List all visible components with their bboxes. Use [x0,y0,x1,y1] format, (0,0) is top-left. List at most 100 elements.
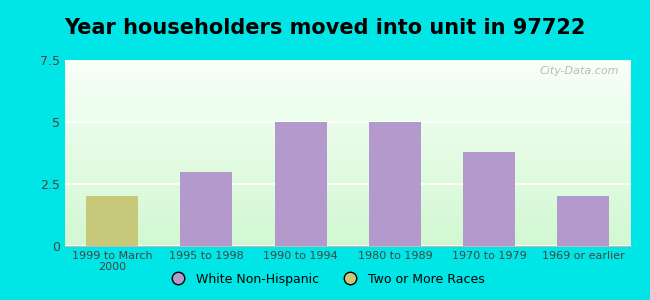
Bar [65,198,630,199]
Bar [65,142,630,143]
Bar [65,84,630,85]
Bar [65,115,630,116]
Bar [65,76,630,77]
Bar [65,106,630,107]
Bar [65,154,630,155]
Bar [65,70,630,71]
Bar [65,146,630,147]
Bar [65,126,630,127]
Bar [65,65,630,66]
Bar [65,230,630,231]
Bar [65,110,630,111]
Bar [65,221,630,222]
Bar [65,211,630,212]
Bar [65,228,630,229]
Bar [65,192,630,193]
Bar [65,96,630,97]
Bar [65,195,630,196]
Bar [65,177,630,178]
Bar [65,155,630,156]
Bar [65,122,630,123]
Bar [65,89,630,90]
Bar [65,178,630,179]
Bar [65,182,630,183]
Bar [65,125,630,126]
Bar [65,148,630,149]
Bar [65,158,630,159]
Bar [65,101,630,102]
Bar [65,139,630,140]
Bar [65,196,630,197]
Bar [65,200,630,201]
Bar [65,171,630,172]
Bar [65,176,630,177]
Bar [65,103,630,104]
Bar [65,208,630,209]
Bar [65,212,630,213]
Bar [65,231,630,232]
Bar [275,122,326,246]
Bar [65,152,630,153]
Bar [65,159,630,160]
Bar [65,162,630,163]
Bar [65,224,630,225]
Bar [65,243,630,244]
Bar [65,113,630,114]
Bar [65,153,630,154]
Bar [65,201,630,202]
Bar [65,223,630,224]
Bar [65,180,630,181]
Bar [65,62,630,63]
Bar [65,238,630,239]
Bar [65,133,630,134]
Bar [65,179,630,180]
Bar [65,181,630,182]
Bar [558,196,609,246]
Bar [65,79,630,80]
Bar [65,222,630,223]
Bar [65,97,630,98]
Bar [65,136,630,137]
Bar [65,204,630,205]
Bar [65,145,630,146]
Bar [65,132,630,133]
Bar [65,168,630,169]
Bar [65,165,630,166]
Bar [65,167,630,168]
Bar [65,240,630,241]
Bar [65,131,630,132]
Bar [65,77,630,78]
Bar [369,122,421,246]
Bar [65,88,630,89]
Bar [65,184,630,185]
Bar [65,220,630,221]
Bar [65,64,630,65]
Bar [65,186,630,187]
Bar [65,147,630,148]
Legend: White Non-Hispanic, Two or More Races: White Non-Hispanic, Two or More Races [161,268,489,291]
Bar [65,102,630,103]
Bar [65,164,630,165]
Bar [65,121,630,122]
Bar [65,245,630,246]
Bar [65,144,630,145]
Bar [463,152,515,246]
Bar [65,68,630,69]
Bar [65,190,630,191]
Bar [65,244,630,245]
Bar [65,71,630,72]
Bar [65,213,630,214]
Bar [65,80,630,81]
Bar [65,117,630,118]
Bar [65,202,630,203]
Bar [65,60,630,61]
Bar [65,163,630,164]
Bar [181,172,232,246]
Bar [65,92,630,93]
Bar [65,236,630,237]
Bar [65,69,630,70]
Bar [65,210,630,211]
Bar [65,218,630,219]
Bar [65,187,630,188]
Bar [65,107,630,108]
